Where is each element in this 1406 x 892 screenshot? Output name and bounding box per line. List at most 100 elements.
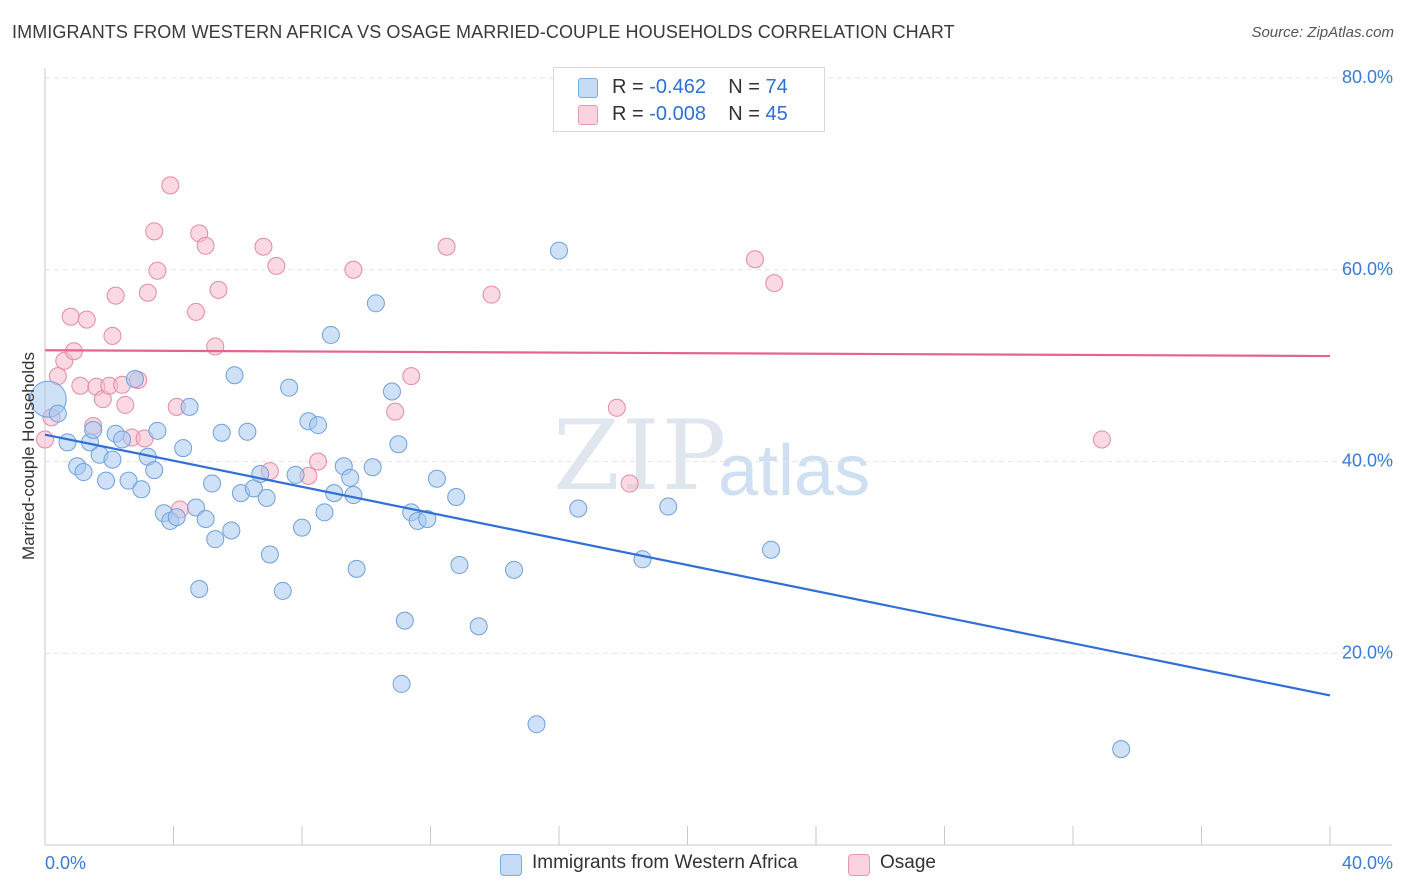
watermark-zip: ZIP [553, 400, 729, 512]
western-africa-point [125, 370, 144, 389]
y-tick-label: 20.0% [1342, 642, 1393, 662]
osage-point [209, 280, 228, 299]
western-africa-point [659, 497, 678, 516]
western-africa-point [321, 325, 340, 344]
legend-n-label: N = [728, 103, 760, 125]
y-tick-label: 40.0% [1342, 451, 1393, 471]
bottom-legend-label: Osage [880, 852, 936, 873]
x-tick-label: 40.0% [1342, 853, 1393, 873]
osage-point [161, 176, 180, 195]
western-africa-point [527, 715, 546, 734]
western-africa-point [550, 241, 568, 260]
bottom-legend-swatch-pink [848, 854, 870, 876]
western-africa-point [113, 430, 132, 449]
legend-swatch-blue [578, 78, 598, 98]
western-africa-point [280, 378, 299, 397]
western-africa-point [418, 510, 437, 529]
western-africa-trend-line [44, 433, 1331, 697]
western-africa-point [186, 498, 205, 517]
osage-point [254, 237, 273, 256]
bottom-legend-swatch-blue [500, 854, 522, 876]
osage-point [71, 376, 90, 395]
osage-point [482, 285, 501, 304]
western-africa-point [447, 487, 466, 506]
osage-point [36, 430, 54, 449]
osage-point [186, 302, 205, 321]
western-africa-point [392, 674, 411, 693]
osage-point [745, 250, 764, 269]
western-africa-point [309, 416, 328, 435]
osage-point [145, 222, 164, 241]
western-africa-point [180, 397, 199, 416]
western-africa-point [58, 433, 77, 452]
western-africa-point [505, 560, 524, 579]
western-africa-point [119, 471, 138, 490]
chart-title: IMMIGRANTS FROM WESTERN AFRICA VS OSAGE … [12, 22, 955, 42]
osage-point [196, 236, 215, 255]
western-africa-point [132, 480, 151, 499]
western-africa-point [293, 518, 311, 537]
source-credit: Source: ZipAtlas.com [1251, 24, 1394, 41]
western-africa-point [762, 540, 781, 559]
western-africa-point [148, 421, 167, 440]
osage-point [386, 402, 405, 421]
western-africa-point [84, 420, 103, 439]
legend-r-value: -0.008 [649, 103, 706, 125]
osage-point [106, 286, 125, 305]
western-africa-point [103, 450, 122, 469]
osage-point [206, 337, 225, 356]
y-axis-title: Married-couple Households [19, 352, 38, 560]
western-africa-point [315, 503, 334, 522]
western-africa-point [395, 611, 414, 630]
western-africa-point [347, 559, 366, 578]
osage-trend-line [44, 349, 1331, 358]
osage-point [148, 261, 167, 280]
axis-labels: 20.0% 40.0% 60.0% 80.0% 0.0% 40.0% Married-cou… [19, 67, 1393, 873]
trend-lines [44, 349, 1331, 697]
western-africa-point [212, 423, 231, 442]
western-africa-point [389, 435, 408, 454]
western-africa-point [450, 556, 469, 575]
western-africa-point [341, 468, 360, 487]
western-africa-point [363, 458, 382, 477]
osage-point [309, 452, 328, 471]
western-africa-point [174, 439, 193, 458]
x-tick-label: 0.0% [45, 853, 86, 873]
osage-point [1092, 430, 1111, 449]
osage-point [138, 283, 157, 302]
western-africa-point [222, 521, 241, 540]
legend-swatch-pink [578, 105, 598, 125]
western-africa-point [633, 550, 652, 569]
axes [44, 68, 1392, 846]
y-tick-label: 80.0% [1342, 67, 1393, 87]
western-africa-point [203, 474, 222, 493]
western-africa-point [1112, 740, 1131, 759]
western-africa-point [97, 471, 116, 490]
legend-n-label: N = [728, 76, 760, 98]
western-africa-point [238, 422, 257, 441]
western-africa-point [74, 463, 93, 482]
osage-point [103, 326, 122, 345]
legend-r-label: R = [612, 76, 644, 98]
watermark-atlas: atlas [718, 431, 871, 511]
legend-r-label: R = [612, 103, 644, 125]
western-africa-point [427, 469, 446, 488]
osage-point [620, 474, 639, 493]
western-africa-point [273, 581, 292, 600]
osage-point [437, 237, 456, 256]
osage-points [36, 176, 1111, 519]
western-africa-point [569, 499, 588, 518]
western-africa-point [206, 530, 225, 549]
osage-point [116, 395, 135, 414]
grid-lines [45, 77, 1392, 654]
osage-point [607, 398, 626, 417]
bottom-legend-label: Immigrants from Western Africa [532, 852, 798, 873]
western-africa-point [366, 294, 385, 313]
osage-point [765, 274, 784, 293]
western-africa-point [48, 404, 67, 423]
western-africa-point [469, 617, 488, 636]
western-africa-point [167, 508, 186, 527]
osage-point [267, 256, 286, 275]
osage-point [344, 260, 363, 279]
